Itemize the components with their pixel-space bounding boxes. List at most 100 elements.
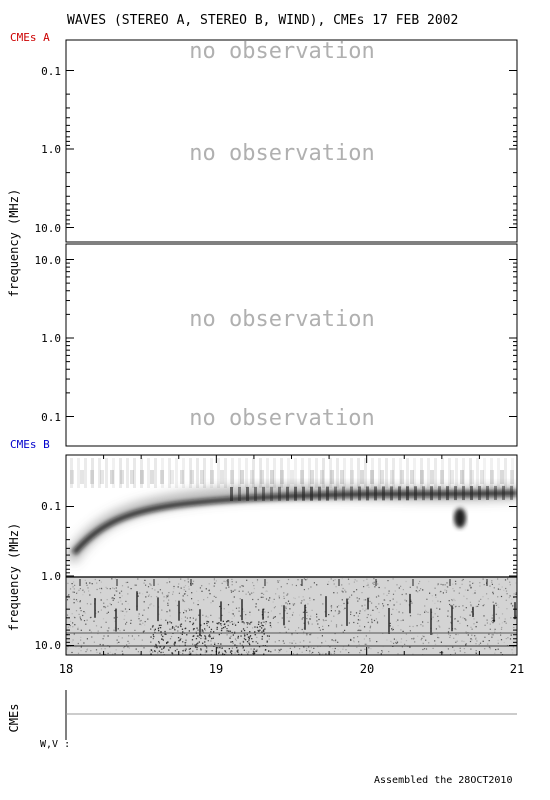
wind-noise-dot: [150, 628, 152, 630]
wind-noise-dot: [152, 634, 154, 636]
wind-noise-dot: [234, 624, 237, 626]
wind-noise-dot: [470, 638, 472, 640]
wind-noise-dot: [426, 598, 428, 600]
wind-noise-dot: [167, 602, 169, 604]
wind-noise-dot: [231, 650, 233, 652]
cmes-b-label: CMEs B: [10, 438, 50, 451]
wind-noise-dot: [278, 649, 280, 651]
wind-noise-dot: [259, 629, 261, 631]
wind-noise-dot: [231, 621, 233, 623]
wind-noise-dot: [471, 634, 473, 636]
wind-noise-dot: [301, 600, 303, 602]
wind-noise-dot: [500, 634, 502, 636]
wind-noise-dot: [186, 634, 188, 636]
cme-ylabel: CMEs: [7, 704, 21, 733]
wind-noise-dot: [130, 619, 132, 621]
wind-noise-dot: [72, 591, 74, 593]
wind-band: [371, 458, 374, 488]
wind-noise-dot: [242, 585, 244, 587]
wind-noise-dot: [499, 588, 501, 591]
wind-noise-dot: [195, 652, 197, 654]
wind-noise-dot: [229, 637, 231, 639]
wind-noise-dot: [123, 647, 125, 649]
wind-noise-dot: [342, 646, 345, 648]
xtick-21: 21: [510, 662, 524, 676]
wind-noise-dot: [336, 606, 338, 608]
wind-noise-dot: [79, 618, 82, 620]
wind-noise-dot: [450, 605, 452, 607]
wind-noise-dot: [369, 640, 371, 642]
wind-noise-dot: [194, 644, 196, 646]
wind-noise-dot: [208, 590, 210, 592]
wind-noise-dot: [96, 582, 98, 584]
wind-noise-dot: [135, 648, 137, 650]
wind-noise-dot: [274, 606, 276, 608]
wind-noise-dot: [378, 611, 380, 613]
wind-band: [210, 470, 214, 484]
wind-noise-dot: [500, 652, 502, 654]
wind-noise-dot: [121, 603, 123, 605]
wind-noise-dot: [184, 644, 186, 646]
wind-noise-dot: [192, 650, 194, 652]
wind-noise-dot: [391, 642, 393, 644]
wind-noise-dot: [218, 617, 220, 619]
wind-noise-dot: [168, 592, 170, 594]
wind-noise-dot: [168, 599, 170, 601]
wind-noise-dot: [515, 592, 517, 594]
wind-noise-dot: [330, 653, 332, 655]
wind-noise-dot: [247, 623, 249, 625]
wind-noise-dot: [66, 599, 69, 601]
wind-noise-dot: [475, 643, 477, 645]
wind-noise-dot: [69, 626, 71, 628]
wind-noise-dot: [77, 591, 79, 593]
wind-noise-dot: [484, 624, 486, 626]
wind-noise-dot: [154, 589, 156, 591]
wind-noise-dot: [286, 594, 288, 596]
wind-noise-dot: [369, 630, 371, 632]
wind-noise-dot: [268, 638, 270, 640]
wind-noise-dot: [69, 588, 72, 590]
wind-noise-dot: [277, 580, 279, 582]
wind-band: [224, 458, 227, 488]
wind-noise-dot: [509, 638, 512, 640]
wind-noise-dot: [364, 643, 366, 645]
wind-noise-dot: [453, 598, 455, 600]
wind-noise-dot: [99, 587, 101, 590]
wind-noise-dot: [200, 637, 202, 640]
wind-noise-dot: [278, 651, 280, 654]
wind-noise-dot: [172, 591, 174, 593]
wind-noise-dot: [461, 583, 463, 585]
wind-noise-dot: [495, 604, 497, 606]
wind-noise-dot: [249, 611, 251, 613]
wind-noise-dot: [305, 606, 307, 609]
wind-noise-dot: [428, 642, 430, 644]
wind-noise-dot: [431, 595, 433, 597]
wind-noise-dot: [115, 590, 117, 592]
wind-noise-dot: [434, 640, 436, 642]
wind-noise-dot: [154, 646, 156, 648]
wind-noise-dot: [420, 639, 422, 641]
wind-band: [343, 458, 346, 488]
wind-noise-dot: [286, 583, 288, 585]
wind-noise-dot: [130, 622, 132, 624]
wind-noise-dot: [237, 635, 239, 638]
wind-noise-dot: [262, 621, 264, 623]
wind-noise-dot: [222, 653, 224, 655]
wind-noise-dot: [318, 618, 320, 621]
wind-noise-dot: [75, 610, 78, 612]
wind-noise-dot: [453, 604, 455, 606]
wind-intense-spot: [454, 508, 466, 528]
wind-noise-dot: [160, 652, 162, 654]
wind-noise-dot: [436, 634, 439, 636]
wind-noise-dot: [67, 582, 69, 584]
wind-noise-dot: [305, 649, 308, 651]
wind-noise-dot: [341, 578, 343, 580]
wind-noise-dot: [353, 641, 355, 643]
wind-noise-dot: [419, 580, 421, 583]
wind-noise-dot: [376, 621, 379, 623]
wind-noise-dot: [363, 580, 365, 582]
wind-noise-dot: [113, 630, 115, 632]
wind-noise-dot: [309, 599, 311, 602]
wind-noise-dot: [263, 608, 265, 610]
wind-noise-dot: [374, 586, 376, 588]
